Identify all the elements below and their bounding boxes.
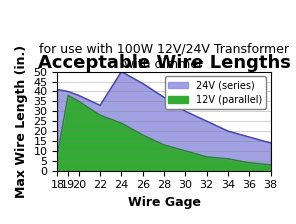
Legend: 24V (series), 12V (parallel): 24V (series), 12V (parallel) bbox=[165, 76, 266, 109]
Y-axis label: Max Wire Length (in.): Max Wire Length (in.) bbox=[15, 45, 28, 198]
X-axis label: Wire Gage: Wire Gage bbox=[128, 196, 201, 209]
Text: for use with 100W 12V/24V Transformer
with dimmer: for use with 100W 12V/24V Transformer wi… bbox=[39, 43, 289, 71]
Title: Acceptable Wire Lengths: Acceptable Wire Lengths bbox=[38, 54, 290, 72]
